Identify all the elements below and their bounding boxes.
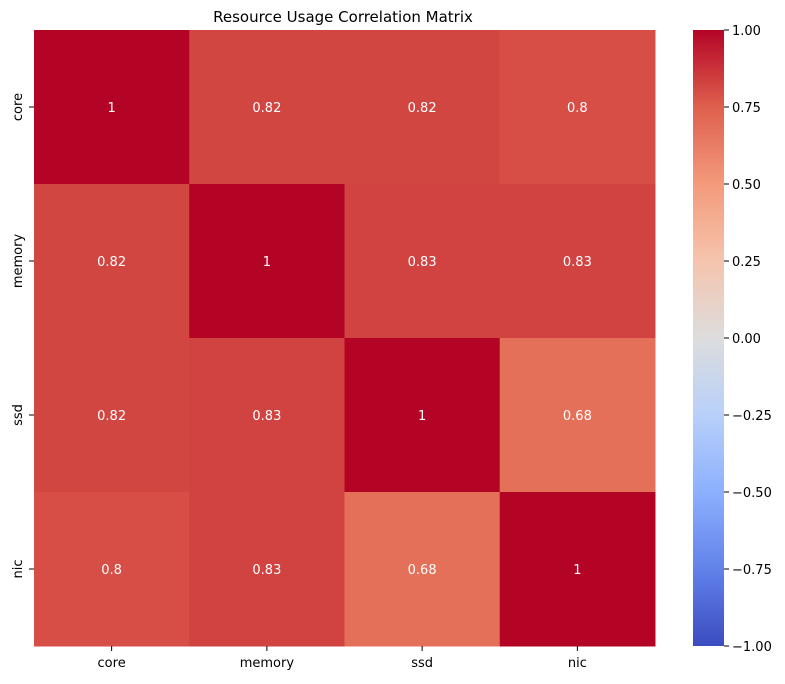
- heatmap-cell: [499, 492, 656, 647]
- colorbar-tick-label: 0.25: [732, 255, 761, 270]
- heatmap-cell: [344, 184, 501, 339]
- heatmap-cell: [189, 338, 345, 493]
- x-axis: core memory ssd nic: [98, 646, 587, 671]
- chart-title: Resource Usage Correlation Matrix: [213, 8, 473, 26]
- cell-annotation: 0.82: [408, 101, 437, 116]
- cell-annotation: 1: [418, 409, 426, 424]
- heatmap-cell: [189, 184, 345, 339]
- colorbar: 1.00 0.75 0.50 0.25 0.00 −0.25 −0.50 −0.75 −1.00: [693, 24, 772, 655]
- x-tick-label: nic: [568, 656, 587, 671]
- cell-annotation: 1: [107, 101, 115, 116]
- cell-annotation: 0.83: [252, 409, 281, 424]
- heatmap-cell: [344, 338, 501, 493]
- cell-annotation: 1: [263, 255, 271, 270]
- cell-annotation: 0.82: [97, 255, 126, 270]
- cell-annotation: 0.82: [252, 101, 281, 116]
- heatmap-cell: [34, 30, 190, 185]
- heatmap-cell: [189, 30, 345, 185]
- heatmap-cell: [499, 338, 656, 493]
- heatmap-cells: [34, 30, 656, 647]
- heatmap-cell: [34, 492, 190, 647]
- cell-annotations: 1 0.82 0.82 0.8 0.82 1 0.83 0.83 0.82 0.83 1 0.68 0.…: [97, 101, 592, 578]
- colorbar-tick-label: 0.50: [732, 178, 761, 193]
- colorbar-tick-label: −0.75: [732, 563, 772, 578]
- colorbar-tick-label: −0.50: [732, 486, 772, 501]
- cell-annotation: 0.83: [563, 255, 592, 270]
- y-tick-label: ssd: [11, 404, 26, 426]
- y-tick-label: core: [11, 93, 26, 121]
- colorbar-tick-label: −0.25: [732, 409, 772, 424]
- colorbar-gradient: [693, 30, 724, 646]
- y-tick-label: nic: [11, 560, 26, 579]
- cell-annotation: 0.68: [563, 409, 592, 424]
- heatmap-cell: [344, 30, 501, 185]
- colorbar-tick-label: −1.00: [732, 640, 772, 655]
- colorbar-tick-label: 1.00: [732, 24, 761, 39]
- y-axis: core memory ssd nic: [11, 93, 34, 579]
- cell-annotation: 0.82: [97, 409, 126, 424]
- colorbar-tick-label: 0.00: [732, 332, 761, 347]
- colorbar-tick-label: 0.75: [732, 101, 761, 116]
- heatmap-cell: [34, 338, 190, 493]
- x-tick-label: ssd: [411, 656, 433, 671]
- x-tick-label: core: [98, 656, 126, 671]
- cell-annotation: 0.83: [408, 255, 437, 270]
- y-tick-label: memory: [11, 234, 26, 289]
- cell-annotation: 0.68: [408, 563, 437, 578]
- x-tick-label: memory: [240, 656, 295, 671]
- heatmap-cell: [499, 184, 656, 339]
- cell-annotation: 1: [573, 563, 581, 578]
- heatmap-cell: [189, 492, 345, 647]
- heatmap-cell: [499, 30, 656, 185]
- cell-annotation: 0.8: [101, 563, 122, 578]
- heatmap-cell: [34, 184, 190, 339]
- cell-annotation: 0.83: [252, 563, 281, 578]
- cell-annotation: 0.8: [567, 101, 588, 116]
- heatmap-cell: [344, 492, 501, 647]
